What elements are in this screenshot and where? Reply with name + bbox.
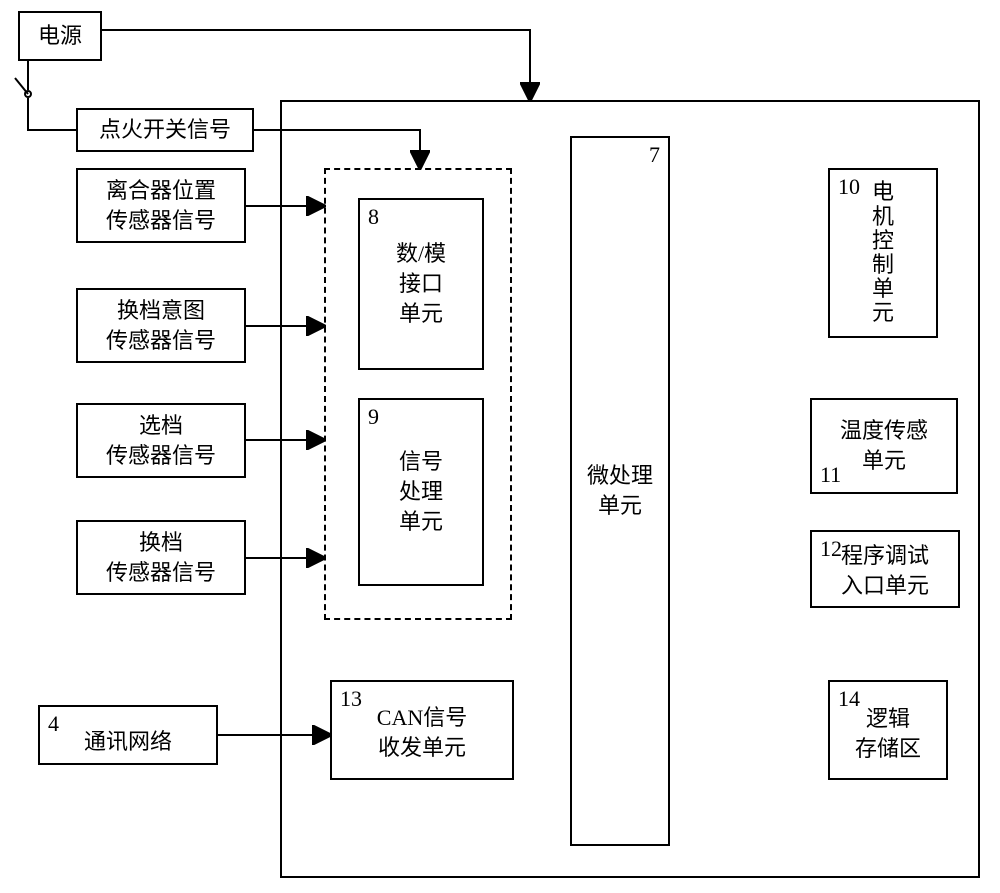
logic-label: 逻辑 存储区 <box>855 704 921 763</box>
switch-node <box>25 91 31 97</box>
logic-num: 14 <box>838 686 860 712</box>
mcu-num: 7 <box>649 142 660 168</box>
power-box: 电源 <box>18 11 102 61</box>
can-net-label: 通讯网络 <box>84 727 172 757</box>
switch-arm <box>15 78 28 94</box>
can-net-box: 4 通讯网络 <box>38 705 218 765</box>
can-unit-label: CAN信号 收发单元 <box>377 703 467 762</box>
shift-box: 换档 传感器信号 <box>76 520 246 595</box>
wire-switch-ignition <box>28 98 76 130</box>
temp-num: 11 <box>820 462 841 488</box>
mcu-label: 微处理 单元 <box>587 461 653 520</box>
debug-box: 12 程序调试 入口单元 <box>810 530 960 608</box>
ad-unit-num: 8 <box>368 204 379 230</box>
sig-unit-box: 9 信号 处理 单元 <box>358 398 484 586</box>
can-net-num: 4 <box>48 711 59 737</box>
logic-box: 14 逻辑 存储区 <box>828 680 948 780</box>
sig-unit-num: 9 <box>368 404 379 430</box>
power-label: 电源 <box>38 21 82 51</box>
shift-label: 换档 传感器信号 <box>106 528 216 587</box>
sig-unit-label: 信号 处理 单元 <box>399 447 443 536</box>
gear-select-box: 选档 传感器信号 <box>76 403 246 478</box>
ad-unit-box: 8 数/模 接口 单元 <box>358 198 484 370</box>
shift-intent-label: 换档意图 传感器信号 <box>106 296 216 355</box>
debug-num: 12 <box>820 536 842 562</box>
ignition-label: 点火开关信号 <box>99 115 231 145</box>
debug-label: 程序调试 入口单元 <box>841 541 929 600</box>
motor-label: 电 机 控 制 单 元 <box>872 180 894 325</box>
motor-box: 10 电 机 控 制 单 元 <box>828 168 938 338</box>
temp-label: 温度传感 单元 <box>840 416 928 475</box>
gear-select-label: 选档 传感器信号 <box>106 411 216 470</box>
can-unit-num: 13 <box>340 686 362 712</box>
ignition-box: 点火开关信号 <box>76 108 254 152</box>
motor-num: 10 <box>838 174 860 200</box>
ad-unit-label: 数/模 接口 单元 <box>396 239 446 328</box>
clutch-label: 离合器位置 传感器信号 <box>106 176 216 235</box>
mcu-box: 7 微处理 单元 <box>570 136 670 846</box>
shift-intent-box: 换档意图 传感器信号 <box>76 288 246 363</box>
clutch-box: 离合器位置 传感器信号 <box>76 168 246 243</box>
temp-box: 温度传感 单元 11 <box>810 398 958 494</box>
can-unit-box: 13 CAN信号 收发单元 <box>330 680 514 780</box>
wire-power-main <box>102 30 530 100</box>
